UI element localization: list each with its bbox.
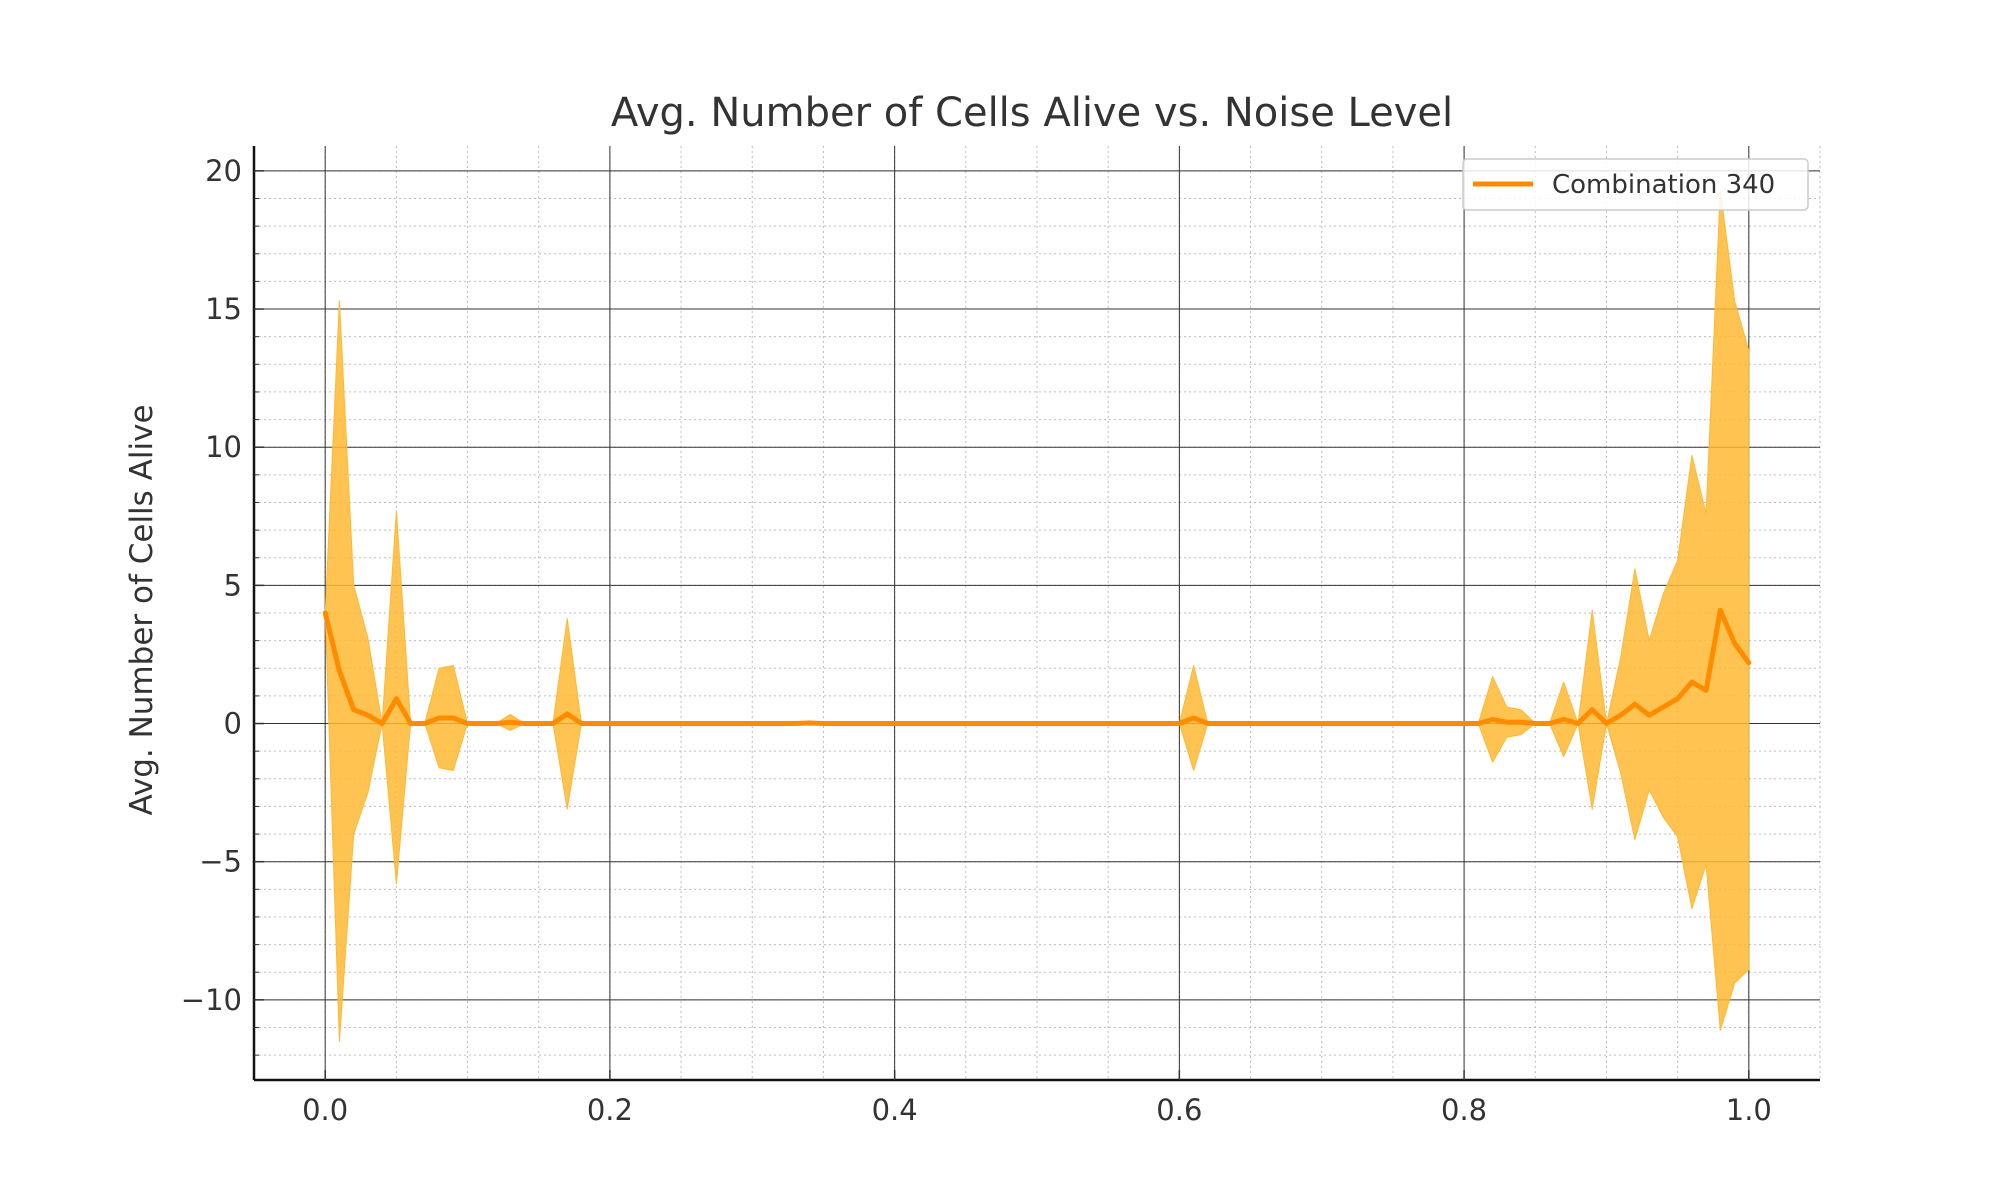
x-ticks: 0.0 0.2 0.4 0.6 0.8 1.0 <box>302 1070 1772 1127</box>
legend-label-series: Combination 340 <box>1552 170 1775 200</box>
y-axis-label: Avg. Number of Cells Alive <box>124 404 160 815</box>
y-tick-label: 20 <box>205 154 242 188</box>
y-tick-label: 15 <box>205 292 242 326</box>
y-ticks: −10 −5 0 5 10 15 20 <box>181 154 264 1056</box>
minor-grid <box>253 146 1821 1080</box>
legend-frame <box>1462 158 1809 211</box>
x-tick-label: 0.6 <box>1156 1093 1202 1127</box>
x-tick-label: 0.4 <box>872 1093 918 1127</box>
y-tick-label: 10 <box>205 430 242 464</box>
x-tick-label: 1.0 <box>1726 1093 1772 1127</box>
y-tick-label: 0 <box>224 707 242 741</box>
y-tick-label: −5 <box>199 845 242 879</box>
x-tick-label: 0.8 <box>1441 1093 1487 1127</box>
legend: Combination 340 <box>1462 158 1809 211</box>
chart-title: Avg. Number of Cells Alive vs. Noise Lev… <box>611 90 1453 136</box>
x-tick-label: 0.0 <box>302 1093 348 1127</box>
y-tick-label: 5 <box>224 568 242 602</box>
x-tick-label: 0.2 <box>587 1093 633 1127</box>
y-tick-label: −10 <box>181 983 242 1017</box>
line-layer <box>322 607 1752 726</box>
